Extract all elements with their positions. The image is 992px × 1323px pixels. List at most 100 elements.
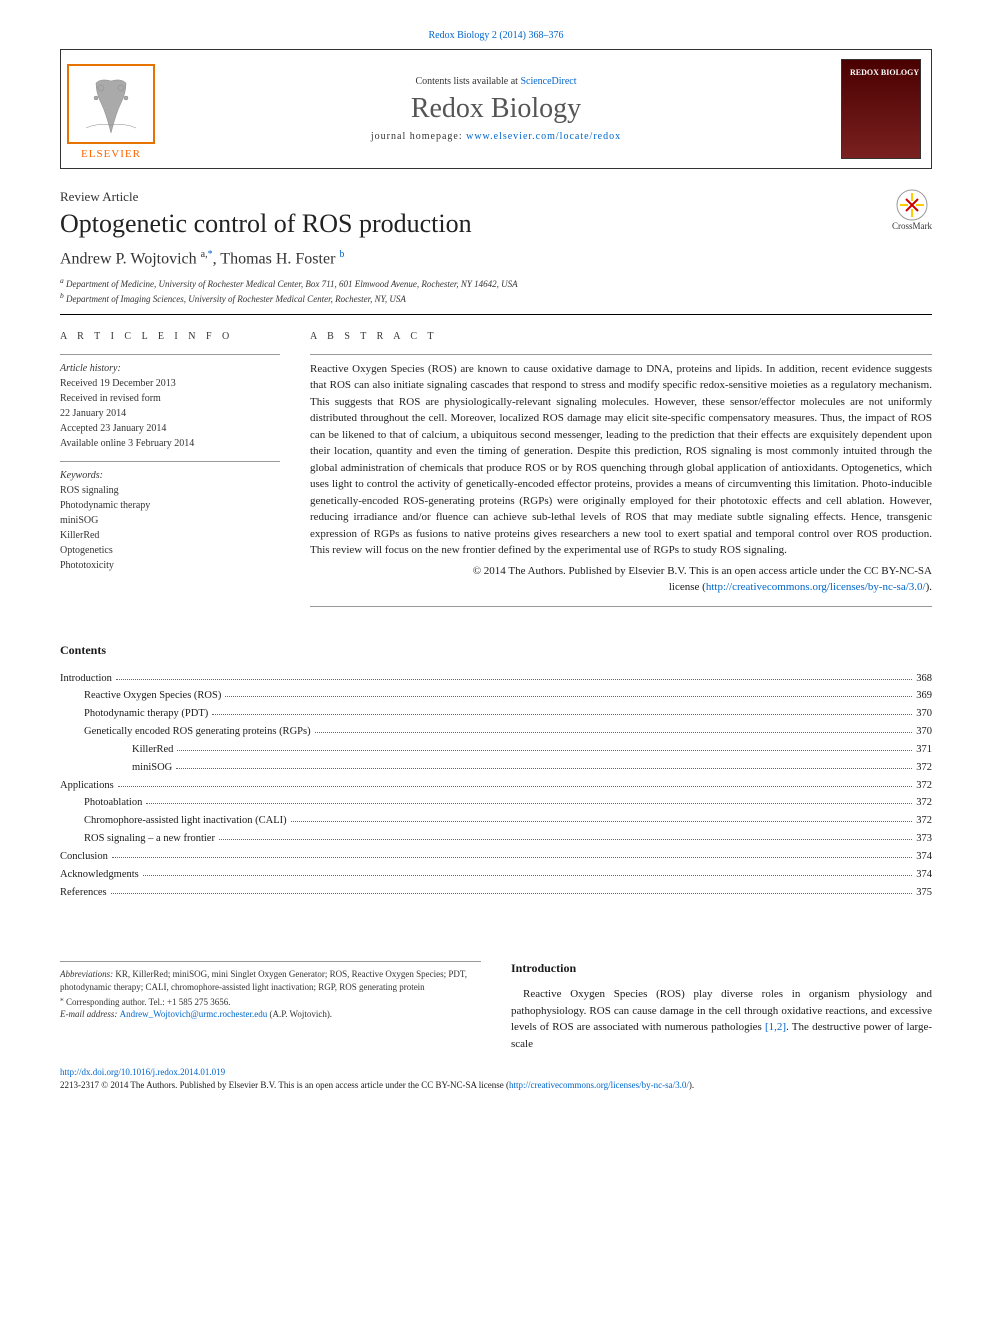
toc-page: 372 [914,759,932,777]
keyword-line: Optogenetics [60,543,280,558]
toc-row[interactable]: Conclusion374 [60,848,932,866]
affiliation-line: a Department of Medicine, University of … [60,276,932,291]
author-2-aff-link[interactable]: b [339,249,344,260]
toc-row[interactable]: ROS signaling – a new frontier373 [60,830,932,848]
toc-dots [176,759,912,769]
toc-label: Acknowledgments [60,866,141,884]
toc-row[interactable]: Photodynamic therapy (PDT)370 [60,705,932,723]
toc-dots [212,705,912,715]
header-center: Contents lists available at ScienceDirec… [161,50,831,168]
article-info-column: A R T I C L E I N F O Article history: R… [60,331,280,613]
toc-dots [291,812,913,822]
license-link[interactable]: http://creativecommons.org/licenses/by-n… [706,581,926,593]
abbrev-text: KR, KillerRed; miniSOG, mini Singlet Oxy… [60,969,467,992]
toc-label: Photodynamic therapy (PDT) [84,705,210,723]
elsevier-text: ELSEVIER [81,148,141,160]
abbrev-label: Abbreviations: [60,969,113,979]
bottom-bar: http://dx.doi.org/10.1016/j.redox.2014.0… [60,1066,932,1091]
toc-label: Applications [60,777,116,795]
author-1-name: Andrew P. Wojtovich [60,250,197,267]
crossmark-label: CrossMark [892,221,932,231]
contents-prefix: Contents lists available at [415,76,520,87]
toc-row[interactable]: KillerRed 371 [60,741,932,759]
toc-row[interactable]: Genetically encoded ROS generating prote… [60,723,932,741]
journal-cover-icon: REDOX BIOLOGY [841,59,921,159]
keywords-block: Keywords: ROS signalingPhotodynamic ther… [60,468,280,573]
info-divider-1 [60,354,280,355]
toc-row[interactable]: References 375 [60,884,932,902]
affiliation-line: b Department of Imaging Sciences, Univer… [60,291,932,306]
citation-link[interactable]: Redox Biology 2 (2014) 368–376 [429,30,564,41]
toc-label: Genetically encoded ROS generating prote… [84,723,313,741]
crossmark-badge[interactable]: CrossMark [892,189,932,231]
keyword-line: miniSOG [60,513,280,528]
article-history-block: Article history: Received 19 December 20… [60,361,280,451]
keyword-line: Photodynamic therapy [60,498,280,513]
introduction-column: Introduction Reactive Oxygen Species (RO… [511,961,932,1052]
author-1-aff-sup: a, [201,249,208,260]
introduction-heading: Introduction [511,961,932,976]
toc-dots [143,866,913,876]
abstract-divider-bottom [310,606,932,607]
history-line: Accepted 23 January 2014 [60,421,280,436]
ref-link[interactable]: [1,2] [765,1021,786,1033]
abstract-text: Reactive Oxygen Species (ROS) are known … [310,361,932,559]
toc-label: KillerRed [132,741,175,759]
bottom-license-link[interactable]: http://creativecommons.org/licenses/by-n… [509,1080,689,1090]
email-link[interactable]: Andrew_Wojtovich@urmc.rochester.edu [120,1009,268,1019]
history-line: Available online 3 February 2014 [60,436,280,451]
doi-link[interactable]: http://dx.doi.org/10.1016/j.redox.2014.0… [60,1067,225,1077]
crossmark-icon [896,189,928,221]
issn-text: 2213-2317 © 2014 The Authors. Published … [60,1080,509,1090]
toc-page: 372 [914,777,932,795]
affiliations: a Department of Medicine, University of … [60,276,932,305]
keyword-line: ROS signaling [60,483,280,498]
toc-page: 370 [914,723,932,741]
toc-page: 369 [914,687,932,705]
history-line: Received in revised form [60,391,280,406]
toc-label: Photoablation [84,794,144,812]
table-of-contents: Introduction368Reactive Oxygen Species (… [60,670,932,902]
affiliation-sup: b [60,291,64,300]
toc-row[interactable]: Reactive Oxygen Species (ROS)369 [60,687,932,705]
toc-page: 372 [914,812,932,830]
sciencedirect-link[interactable]: ScienceDirect [520,76,576,87]
toc-label: ROS signaling – a new frontier [84,830,217,848]
toc-page: 372 [914,794,932,812]
toc-row[interactable]: Photoablation 372 [60,794,932,812]
journal-name: Redox Biology [411,93,581,125]
toc-dots [177,741,912,751]
email-suffix: (A.P. Wojtovich). [267,1009,332,1019]
authors-line: Andrew P. Wojtovich a,*, Thomas H. Foste… [60,249,932,268]
affiliation-sup: a [60,276,64,285]
homepage-prefix: journal homepage: [371,131,466,142]
toc-dots [111,884,913,894]
toc-label: References [60,884,109,902]
abstract-column: A B S T R A C T Reactive Oxygen Species … [310,331,932,613]
toc-row[interactable]: miniSOG372 [60,759,932,777]
toc-dots [225,687,912,697]
divider-top [60,314,932,315]
toc-dots [112,848,912,858]
top-citation: Redox Biology 2 (2014) 368–376 [60,30,932,41]
homepage-link[interactable]: www.elsevier.com/locate/redox [466,131,621,142]
toc-row[interactable]: Chromophore-assisted light inactivation … [60,812,932,830]
email-line: E-mail address: Andrew_Wojtovich@urmc.ro… [60,1008,481,1021]
history-label: Article history: [60,361,280,376]
keyword-line: KillerRed [60,528,280,543]
abstract-heading: A B S T R A C T [310,331,932,342]
toc-page: 371 [914,741,932,759]
toc-dots [116,670,912,680]
journal-cover-text: REDOX BIOLOGY [850,68,919,78]
info-divider-2 [60,461,280,462]
toc-dots [146,794,912,804]
toc-row[interactable]: Applications 372 [60,777,932,795]
toc-page: 375 [914,884,932,902]
issn-suffix: ). [689,1080,694,1090]
footnotes-column: Abbreviations: KR, KillerRed; miniSOG, m… [60,961,481,1052]
toc-row[interactable]: Acknowledgments374 [60,866,932,884]
toc-row[interactable]: Introduction368 [60,670,932,688]
corresponding-line: ⁎ Corresponding author. Tel.: +1 585 275… [60,994,481,1009]
introduction-text: Reactive Oxygen Species (ROS) play diver… [511,986,932,1052]
publisher-logo-cell: ELSEVIER [61,50,161,168]
